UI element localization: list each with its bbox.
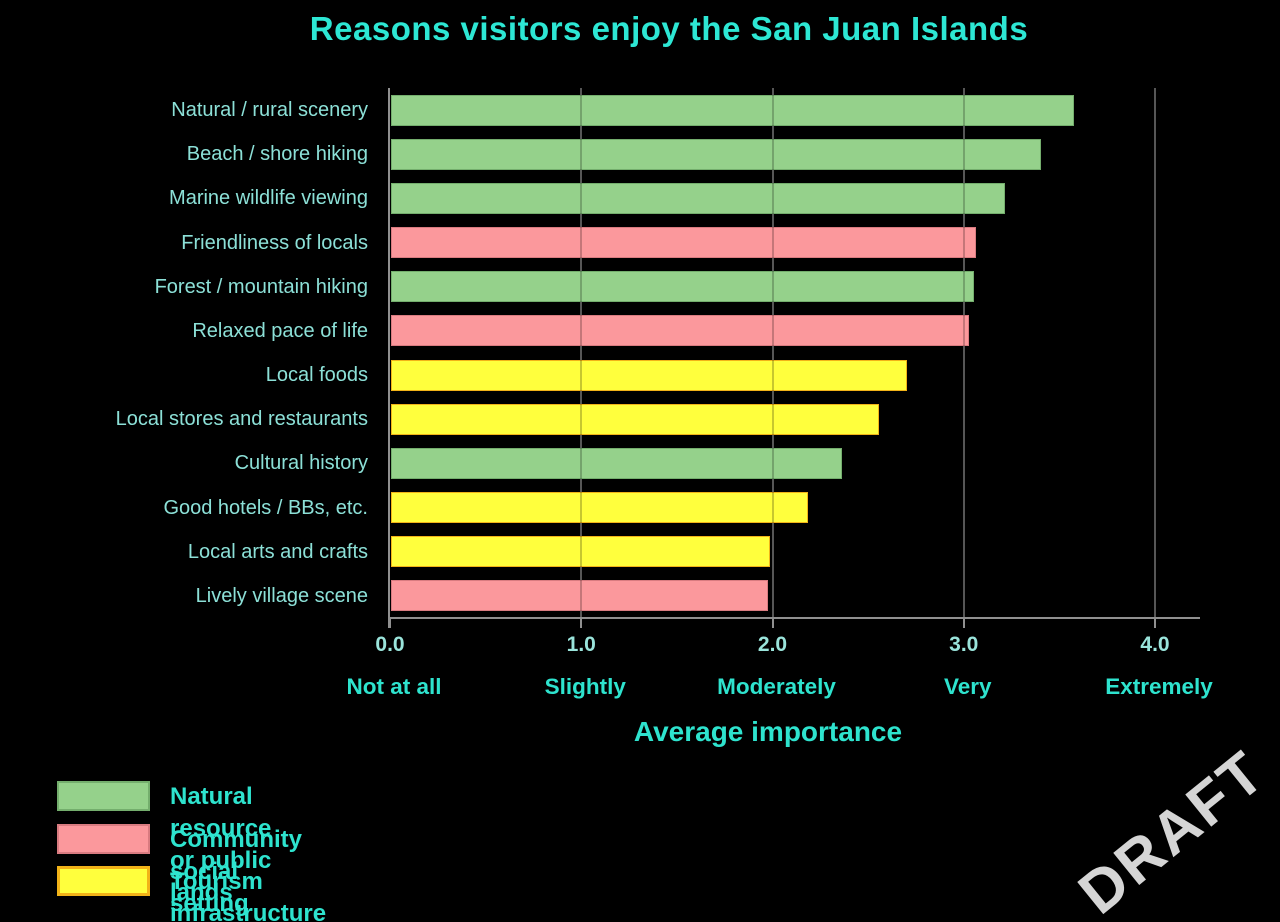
x-tick-label: 3.0 (949, 633, 979, 656)
legend-swatch-natural (57, 781, 150, 811)
legend-label-tourism: Tourism infrastructure (170, 868, 327, 922)
gridline (1154, 88, 1156, 618)
x-word-label: Slightly (544, 674, 626, 699)
tick-mark (771, 619, 774, 628)
legend-label-community: Community social setting (170, 826, 316, 917)
gridline (580, 88, 583, 618)
bar-tourism (391, 360, 907, 391)
bar-community (391, 227, 976, 258)
category-label: Local stores and restaurants (115, 408, 368, 430)
legend-label-natural: Natural resource or public lands (170, 783, 279, 906)
x-word-label: Moderately (717, 674, 836, 699)
gridline-overlay (962, 88, 965, 618)
bar-tourism (391, 492, 808, 523)
gridline-overlay (1154, 88, 1156, 618)
bar-community (391, 315, 969, 346)
gridline-overlay (771, 88, 774, 618)
chart-title: Reasons visitors enjoy the San Juan Isla… (309, 10, 1029, 47)
x-axis-title: Average importance (633, 716, 903, 747)
gridline-overlay (580, 88, 583, 618)
category-label: Beach / shore hiking (186, 143, 368, 165)
category-label: Cultural history (234, 452, 368, 474)
y-axis-line (388, 88, 390, 628)
category-label: Friendliness of locals (181, 232, 368, 254)
category-label: Forest / mountain hiking (154, 276, 368, 298)
bar-natural (391, 448, 842, 479)
x-tick-label: 0.0 (375, 633, 405, 656)
x-tick-label: 2.0 (757, 633, 788, 656)
bar-natural (391, 183, 1005, 214)
gridline (962, 88, 965, 618)
x-word-label: Extremely (1105, 674, 1213, 699)
bar-natural (391, 95, 1074, 126)
category-label: Lively village scene (195, 585, 368, 607)
legend-swatch-tourism (57, 866, 150, 896)
x-tick-label: 4.0 (1140, 633, 1170, 656)
category-label: Local foods (265, 364, 368, 386)
tick-mark (580, 619, 583, 628)
category-label: Natural / rural scenery (171, 99, 368, 121)
category-label: Good hotels / BBs, etc. (163, 497, 368, 519)
bar-tourism (391, 536, 770, 567)
bar-tourism (391, 404, 879, 435)
tick-mark (1154, 619, 1156, 628)
category-label: Relaxed pace of life (192, 320, 368, 342)
category-label: Marine wildlife viewing (169, 187, 368, 209)
x-tick-label: 1.0 (566, 633, 596, 656)
legend-swatch-community (57, 824, 150, 854)
bar-community (391, 580, 768, 611)
x-word-label: Very (943, 674, 992, 699)
bar-natural (391, 139, 1041, 170)
x-word-label: Not at all (346, 674, 442, 699)
tick-mark (389, 619, 391, 628)
gridline (771, 88, 774, 618)
x-axis-line (388, 617, 1200, 619)
tick-mark (962, 619, 965, 628)
category-label: Local arts and crafts (187, 541, 368, 563)
bar-natural (391, 271, 974, 302)
